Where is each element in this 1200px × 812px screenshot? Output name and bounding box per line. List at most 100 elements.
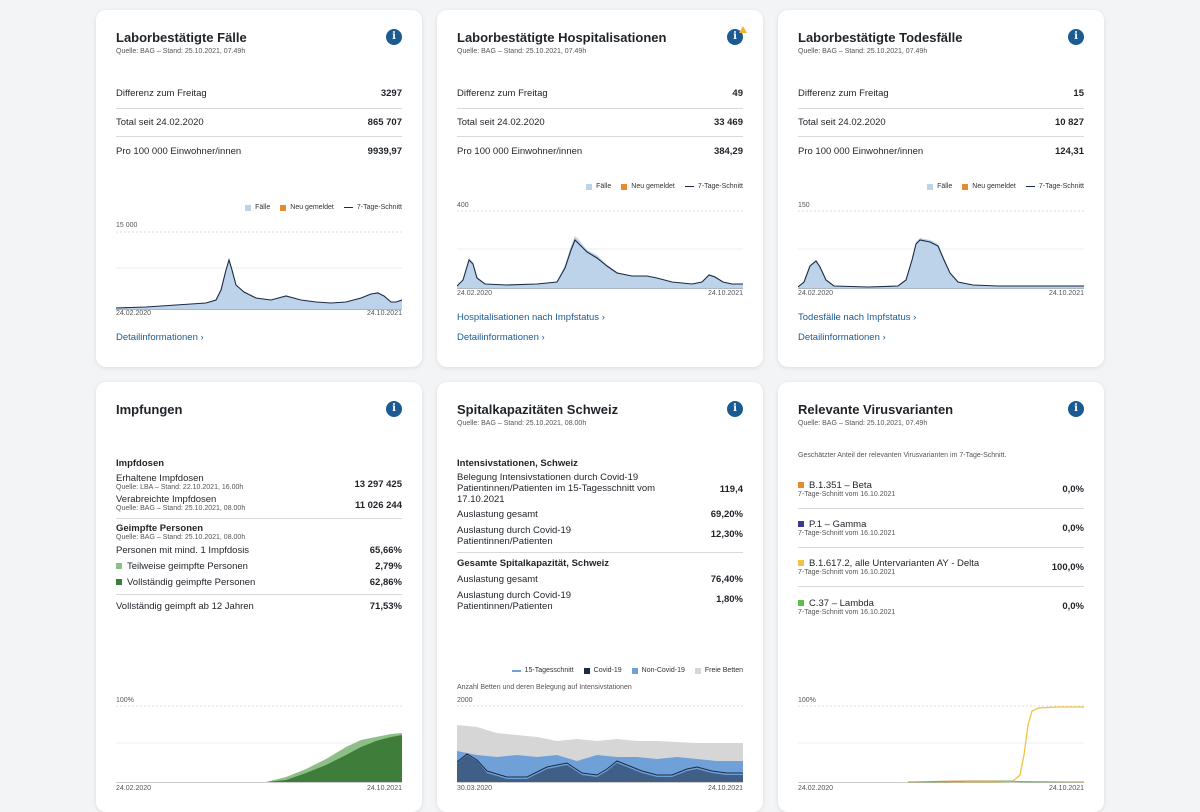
card-source: Quelle: BAG – Stand: 25.10.2021, 08.00h	[457, 420, 587, 427]
x-axis-end: 24.10.2021	[1048, 785, 1084, 792]
stat-source: Quelle: LBA – Stand: 22.10.2021, 16.00h	[116, 484, 244, 491]
stat-label: Differenz zum Freitag	[457, 88, 548, 100]
info-icon[interactable]: i	[386, 29, 402, 45]
legend-covid[interactable]: Covid-19	[583, 667, 622, 674]
card-title: Impfungen	[116, 402, 183, 417]
cases-chart	[116, 231, 402, 310]
legend-bars[interactable]: Fälle	[245, 204, 270, 211]
card-vaccinations: Impfungen i Impfdosen Erhaltene Impfdose…	[96, 382, 422, 812]
stat-value: 865 707	[367, 116, 402, 128]
legend-avg[interactable]: 7-Tage-Schnitt	[684, 183, 743, 190]
vaccination-stats: Impfdosen Erhaltene Impfdosen Quelle: LBA…	[116, 458, 402, 612]
legend-new[interactable]: Neu gemeldet	[280, 204, 334, 211]
legend-new[interactable]: Neu gemeldet	[962, 183, 1016, 190]
stat-label: Total seit 24.02.2020	[116, 116, 204, 128]
chevron-right-icon: ›	[601, 312, 605, 323]
icu-capacity-chart	[457, 705, 743, 783]
card-source: Quelle: BAG – Stand: 25.10.2021, 07.49h	[798, 420, 928, 427]
icu-heading: Intensivstationen, Schweiz	[457, 458, 578, 469]
variant-swatch	[798, 560, 804, 566]
full-swatch	[116, 579, 122, 585]
stat-value: 10 827	[1054, 116, 1084, 128]
icu-row: Auslastung durch Covid-19 Patientinnen/P…	[457, 525, 743, 547]
stat-row: Total seit 24.02.2020 10 827	[798, 109, 1084, 137]
y-axis-max: 100%	[798, 697, 816, 704]
detail-link[interactable]: Detailinformationen ›	[457, 332, 545, 343]
x-axis-end: 24.10.2021	[366, 785, 402, 792]
card-source: Quelle: BAG – Stand: 25.10.2021, 07.49h	[116, 48, 246, 55]
legend-avg[interactable]: 7-Tage-Schnitt	[1025, 183, 1084, 190]
chevron-right-icon: ›	[913, 312, 917, 323]
y-axis-max: 400	[457, 202, 469, 209]
total-row: Auslastung durch Covid-19 Patientinnen/P…	[457, 590, 743, 612]
stats-table: Differenz zum Freitag 3297 Total seit 24.…	[116, 80, 402, 166]
capacity-stats: Intensivstationen, Schweiz Belegung Inte…	[457, 458, 743, 612]
x-axis-end: 24.10.2021	[1048, 290, 1084, 297]
legend-bars[interactable]: Fälle	[927, 183, 952, 190]
legend-free[interactable]: Freie Betten	[694, 667, 743, 674]
chevron-right-icon: ›	[541, 332, 545, 343]
legend-new[interactable]: Neu gemeldet	[621, 183, 675, 190]
total-capacity-heading: Gesamte Spitalkapazität, Schweiz	[457, 558, 610, 569]
stat-row: Differenz zum Freitag 15	[798, 80, 1084, 109]
chevron-right-icon: ›	[200, 332, 204, 343]
legend-avg[interactable]: 15-Tagesschnitt	[511, 667, 574, 674]
legend-noncovid[interactable]: Non-Covid-19	[631, 667, 685, 674]
given-doses-row: Verabreichte Impfdosen Quelle: BAG – Stan…	[116, 494, 402, 512]
stat-value: 15	[1073, 88, 1084, 100]
card-title: Relevante Virusvarianten	[798, 402, 954, 417]
stat-label: Pro 100 000 Einwohner/innen	[798, 145, 924, 157]
x-axis-start: 30.03.2020	[457, 785, 493, 792]
x-axis-start: 24.02.2020	[798, 785, 834, 792]
info-icon[interactable]: i	[727, 29, 743, 45]
stat-row: Pro 100 000 Einwohner/innen 124,31	[798, 137, 1084, 166]
variant-row: P.1 – Gamma 7-Tage-Schnitt vom 16.10.2021…	[798, 509, 1084, 548]
y-axis-max: 100%	[116, 697, 134, 704]
doses-heading: Impfdosen	[116, 458, 165, 469]
legend-bars[interactable]: Fälle	[586, 183, 611, 190]
x-axis-end: 24.10.2021	[707, 785, 743, 792]
card-title: Laborbestätigte Fälle	[116, 30, 247, 45]
x-axis-start: 24.02.2020	[116, 785, 152, 792]
detail-link[interactable]: Detailinformationen ›	[798, 332, 886, 343]
variant-swatch	[798, 482, 804, 488]
vaccination-status-link[interactable]: Todesfälle nach Impfstatus ›	[798, 312, 917, 323]
variant-row: C.37 – Lambda 7-Tage-Schnitt vom 16.10.20…	[798, 597, 1084, 616]
partial-swatch	[116, 563, 122, 569]
card-source: Quelle: BAG – Stand: 25.10.2021, 07.49h	[457, 48, 587, 55]
variant-row: B.1.351 – Beta 7-Tage-Schnitt vom 16.10.2…	[798, 470, 1084, 509]
persons-heading: Geimpfte Personen	[116, 523, 204, 534]
card-hospitalisations: Laborbestätigte Hospitalisationen Quelle…	[437, 10, 763, 367]
info-icon[interactable]: i	[386, 401, 402, 417]
full-row: Vollständig geimpfte Personen 62,86%	[116, 577, 402, 588]
variant-row: B.1.617.2, alle Untervarianten AY - Delt…	[798, 548, 1084, 587]
vaccination-status-link[interactable]: Hospitalisationen nach Impfstatus ›	[457, 312, 605, 323]
variant-swatch	[798, 521, 804, 527]
x-axis-start: 24.02.2020	[116, 310, 152, 317]
min1-row: Personen mit mind. 1 Impfdosis 65,66%	[116, 545, 402, 556]
warning-icon	[739, 26, 747, 33]
x-axis-start: 24.02.2020	[457, 290, 493, 297]
stat-row: Differenz zum Freitag 3297	[116, 80, 402, 109]
y-axis-max: 150	[798, 202, 810, 209]
stats-table: Differenz zum Freitag 49 Total seit 24.02…	[457, 80, 743, 166]
detail-link[interactable]: Detailinformationen ›	[116, 332, 204, 343]
stat-row: Differenz zum Freitag 49	[457, 80, 743, 109]
stat-label: Pro 100 000 Einwohner/innen	[457, 145, 583, 157]
card-cases: Laborbestätigte Fälle Quelle: BAG – Stan…	[96, 10, 422, 367]
variant-swatch	[798, 599, 804, 606]
legend-avg[interactable]: 7-Tage-Schnitt	[343, 204, 402, 211]
card-hospital-capacity: Spitalkapazitäten Schweiz Quelle: BAG – …	[437, 382, 763, 812]
stat-row: Pro 100 000 Einwohner/innen 384,29	[457, 137, 743, 166]
received-doses-row: Erhaltene Impfdosen Quelle: LBA – Stand: …	[116, 473, 402, 491]
stat-label: Erhaltene Impfdosen	[116, 473, 204, 484]
info-icon[interactable]: i	[727, 401, 743, 417]
info-icon[interactable]: i	[1068, 401, 1084, 417]
stat-value: 13 297 425	[354, 479, 402, 490]
info-icon[interactable]: i	[1068, 29, 1084, 45]
y-axis-max: 15 000	[116, 222, 138, 229]
stat-label: Total seit 24.02.2020	[457, 116, 545, 128]
card-deaths: Laborbestätigte Todesfälle Quelle: BAG –…	[778, 10, 1104, 367]
stat-value: 11 026 244	[354, 500, 402, 511]
stat-label: Total seit 24.02.2020	[798, 116, 886, 128]
